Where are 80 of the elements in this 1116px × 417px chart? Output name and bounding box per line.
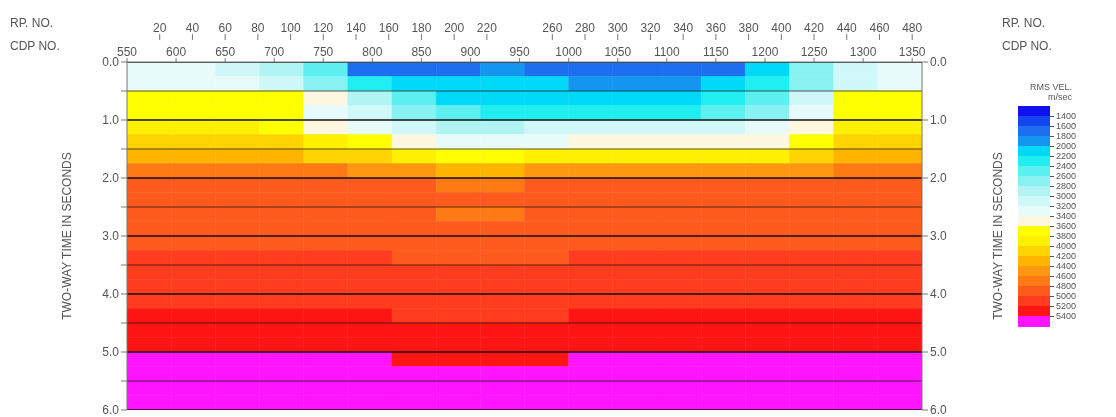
color-bar-label: 3600 <box>1056 221 1077 231</box>
x2-tick-label: 300 <box>607 21 629 35</box>
y-tick-label: 4.0 <box>102 287 120 302</box>
x2-tick-label: 120 <box>313 21 334 35</box>
text: RP. NO. <box>1002 16 1046 30</box>
color-bar-label: 2000 <box>1056 141 1077 151</box>
x2-axis-title: RP. NO. <box>10 16 54 30</box>
x2-tick-label: 460 <box>869 21 890 35</box>
x2-tick-label: 160 <box>378 21 400 35</box>
y2-tick-label: 4.0 <box>930 287 948 302</box>
x2-tick-label: 180 <box>411 21 432 35</box>
y-tick-label: 2.0 <box>102 171 120 186</box>
x-tick-label: 1000 <box>555 45 583 59</box>
x-tick-label: 850 <box>411 45 432 59</box>
x2-tick-label: 20 <box>153 21 167 35</box>
x2-tick-label: 440 <box>836 21 858 35</box>
x2-tick-label: 200 <box>444 21 465 35</box>
y-axis-title: TWO-WAY TIME IN SECONDS <box>60 152 75 320</box>
text: CDP NO. <box>1002 39 1052 53</box>
x-tick-label: 1300 <box>849 45 877 59</box>
x2-tick-label: 80 <box>251 21 265 35</box>
color-bar-label: 1400 <box>1056 111 1077 121</box>
color-bar-label: 2200 <box>1056 151 1077 161</box>
color-bar-label: 4200 <box>1056 251 1077 261</box>
x-tick-label: 1350 <box>898 45 926 59</box>
color-bar-label: 4600 <box>1056 271 1077 281</box>
x-tick-label: 750 <box>313 45 334 59</box>
x2-tick-label: 280 <box>575 21 596 35</box>
y-tick-label: 3.0 <box>102 229 120 244</box>
y-tick-label: 6.0 <box>102 403 120 417</box>
x2-tick-label: 400 <box>771 21 792 35</box>
y2-tick-label: 1.0 <box>930 113 948 128</box>
x2-tick-label: 340 <box>673 21 694 35</box>
color-bar-label: 3800 <box>1056 231 1077 241</box>
x-tick-label: 950 <box>509 45 530 59</box>
x-tick-label: 650 <box>215 45 236 59</box>
x-tick-label: 600 <box>166 45 187 59</box>
color-bar-label: 5400 <box>1056 311 1077 321</box>
x2-tick-label: 360 <box>705 21 727 35</box>
x-tick-label: 1150 <box>702 45 730 59</box>
color-bar-label: 5200 <box>1056 301 1077 311</box>
color-bar-label: 3400 <box>1056 211 1077 221</box>
y2-tick-label: 2.0 <box>930 171 948 186</box>
x2-tick-label: 320 <box>640 21 661 35</box>
color-bar-label: 1800 <box>1056 131 1077 141</box>
x2-tick-label: 40 <box>185 21 200 35</box>
x-tick-label: 700 <box>264 45 285 59</box>
y-tick-label: 5.0 <box>102 345 120 360</box>
color-bar-label: 1600 <box>1056 121 1077 131</box>
y2-tick-label: 3.0 <box>930 229 948 244</box>
x2-tick-label: 60 <box>218 21 233 35</box>
x-tick-label: 800 <box>362 45 383 59</box>
x-tick-label: 900 <box>460 45 481 59</box>
color-bar-label: 4400 <box>1056 261 1077 271</box>
color-bar-label: 2400 <box>1056 161 1077 171</box>
y2-tick-label: 6.0 <box>930 403 948 417</box>
color-bar-label: 4800 <box>1056 281 1077 291</box>
color-bar-label: 3000 <box>1056 191 1077 201</box>
color-bar-label: 3200 <box>1056 201 1077 211</box>
y2-tick-label: 5.0 <box>930 345 948 360</box>
x2-tick-label: 260 <box>542 21 563 35</box>
color-bar-label: 2600 <box>1056 171 1077 181</box>
x-tick-label: 1050 <box>604 45 632 59</box>
y2-tick-label: 0.0 <box>930 55 948 70</box>
x-axis-title: CDP NO. <box>10 39 60 53</box>
color-bar-label: 5000 <box>1056 291 1077 301</box>
color-bar-title: RMS VEL. m/sec <box>1029 82 1072 102</box>
x2-tick-label: 480 <box>902 21 923 35</box>
color-bar-label: 2800 <box>1056 181 1077 191</box>
x2-tick-label: 220 <box>476 21 498 35</box>
y2-axis-title: TWO-WAY TIME IN SECONDS <box>991 152 1006 320</box>
y-tick-label: 1.0 <box>102 113 120 128</box>
x2-tick-label: 420 <box>804 21 825 35</box>
x-tick-label: 1100 <box>653 45 681 59</box>
x-tick-label: 1200 <box>751 45 779 59</box>
color-bar-label: 4000 <box>1056 241 1077 251</box>
x2-tick-label: 100 <box>280 21 301 35</box>
x2-tick-label: 380 <box>738 21 759 35</box>
x2-tick-label: 140 <box>346 21 367 35</box>
x-tick-label: 1250 <box>800 45 828 59</box>
